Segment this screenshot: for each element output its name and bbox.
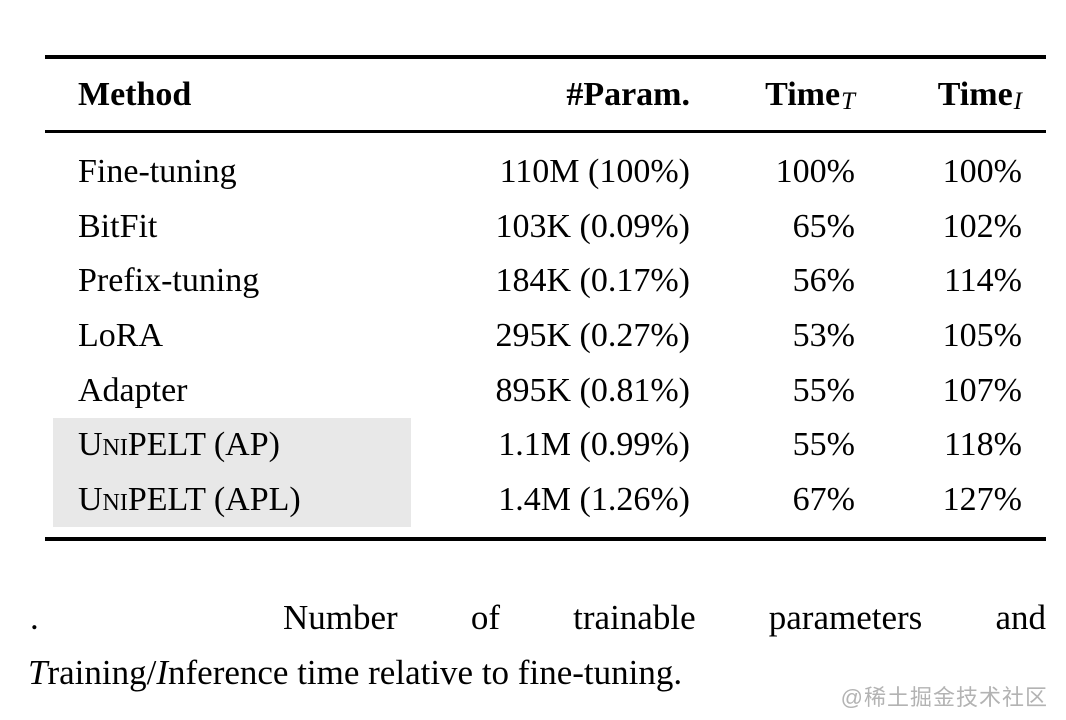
method-name: Fine-tuning [78,153,237,191]
table-row: UniPELT (APL) 1.4M (1.26%) 67% 127% [45,472,1046,528]
method-name: UniPELT (AP) [78,426,280,464]
time-inference-value: 107% [942,371,1022,409]
method-name-cell: UniPELT (APL) [53,472,411,528]
column-header-param: #Param. [411,59,690,130]
time-training-value-cell: 55% [690,363,855,418]
param-value: 103K (0.09%) [495,207,690,245]
param-value: 295K (0.27%) [495,317,690,355]
method-name: LoRA [78,317,163,355]
time-training-value-cell: 100% [690,145,855,200]
caption-segment: nference time relative to fine-tuning. [168,653,683,692]
time-inference-value-cell: 100% [855,145,1022,200]
caption-segment: I [156,653,168,692]
param-header-label: #Param. [566,75,690,113]
time-inference-value-cell: 105% [855,309,1022,364]
time-training-header-label: Time [765,75,841,113]
time-training-value-cell: 53% [690,309,855,364]
param-value: 1.1M (0.99%) [498,426,690,464]
param-value-cell: 1.1M (0.99%) [411,418,690,473]
table-row: LoRA 295K (0.27%) 53% 105% [45,309,1046,364]
time-inference-value-cell: 102% [855,200,1022,255]
param-value-cell: 184K (0.17%) [411,254,690,309]
time-training-value: 55% [792,371,855,409]
time-inference-value: 114% [943,262,1022,300]
param-value-cell: 895K (0.81%) [411,363,690,418]
table-bottom-rule [45,537,1046,542]
method-name-cell: BitFit [53,200,411,255]
method-name: UniPELT (APL) [78,480,301,518]
param-value-cell: 1.4M (1.26%) [411,473,690,528]
table-top-rule [45,55,1046,59]
time-training-value-cell: 65% [690,200,855,255]
param-value-cell: 103K (0.09%) [411,200,690,255]
caption-segment: T [28,653,48,692]
column-header-time-training: Time T [690,59,855,130]
param-value: 1.4M (1.26%) [498,480,690,518]
time-inference-value: 105% [942,317,1022,355]
method-name: Adapter [78,371,188,409]
time-inference-value: 102% [942,207,1022,245]
method-name: Prefix-tuning [78,262,260,300]
table-row: BitFit 103K (0.09%) 65% 102% [45,200,1046,255]
time-inference-value-cell: 107% [855,363,1022,418]
caption-line-1: Number of trainable parameters and [283,598,1046,637]
param-value-cell: 295K (0.27%) [411,309,690,364]
table-row: Adapter 895K (0.81%) 55% 107% [45,363,1046,418]
time-inference-subscript: I [1013,88,1022,115]
time-inference-value: 100% [942,153,1022,191]
method-name: BitFit [78,207,158,245]
table-header-row: Method #Param. Time T Time I [45,59,1046,130]
time-inference-value-cell: 118% [855,418,1022,473]
table-caption: . Number of trainable parameters and Tra… [28,590,1046,700]
method-name-cell: Adapter [53,363,411,418]
column-header-time-inference: Time I [855,59,1022,130]
column-header-method: Method [53,59,411,130]
time-training-value-cell: 55% [690,418,855,473]
time-training-value: 67% [792,480,855,518]
watermark: @稀土掘金技术社区 [840,685,1048,710]
time-training-value: 53% [792,317,855,355]
method-header-label: Method [78,75,192,113]
table-row: UniPELT (AP) 1.1M (0.99%) 55% 118% [45,417,1046,473]
table-body: Fine-tuning 110M (100%) 100% 100% BitFit 103K… [45,133,1046,537]
method-name-cell: Prefix-tuning [53,254,411,309]
time-training-value: 56% [792,262,855,300]
time-inference-value-cell: 127% [855,473,1022,528]
time-training-value-cell: 56% [690,254,855,309]
method-name-cell: UniPELT (AP) [53,417,411,473]
method-name-cell: Fine-tuning [53,145,411,200]
time-training-subscript: T [841,88,855,115]
caption-line-2: Training/Inference time relative to fine… [28,645,1046,700]
time-training-value-cell: 67% [690,473,855,528]
time-inference-value: 118% [943,426,1022,464]
param-value: 184K (0.17%) [495,262,690,300]
caption-segment: raining/ [47,653,157,692]
time-inference-value-cell: 114% [855,254,1022,309]
time-training-value: 65% [792,207,855,245]
param-value-cell: 110M (100%) [411,145,690,200]
table-mid-rule [45,130,1046,133]
caption-leading-mark: . [30,598,39,637]
param-value: 110M (100%) [499,153,690,191]
table-row: Prefix-tuning 184K (0.17%) 56% 114% [45,254,1046,309]
time-training-value: 100% [775,153,855,191]
time-inference-header-label: Time [937,75,1013,113]
method-name-cell: LoRA [53,309,411,364]
param-value: 895K (0.81%) [495,371,690,409]
table-row: Fine-tuning 110M (100%) 100% 100% [45,145,1046,200]
time-training-value: 55% [792,426,855,464]
results-table: Method #Param. Time T Time I Fine-tuning 11… [45,55,1046,542]
time-inference-value: 127% [942,480,1022,518]
